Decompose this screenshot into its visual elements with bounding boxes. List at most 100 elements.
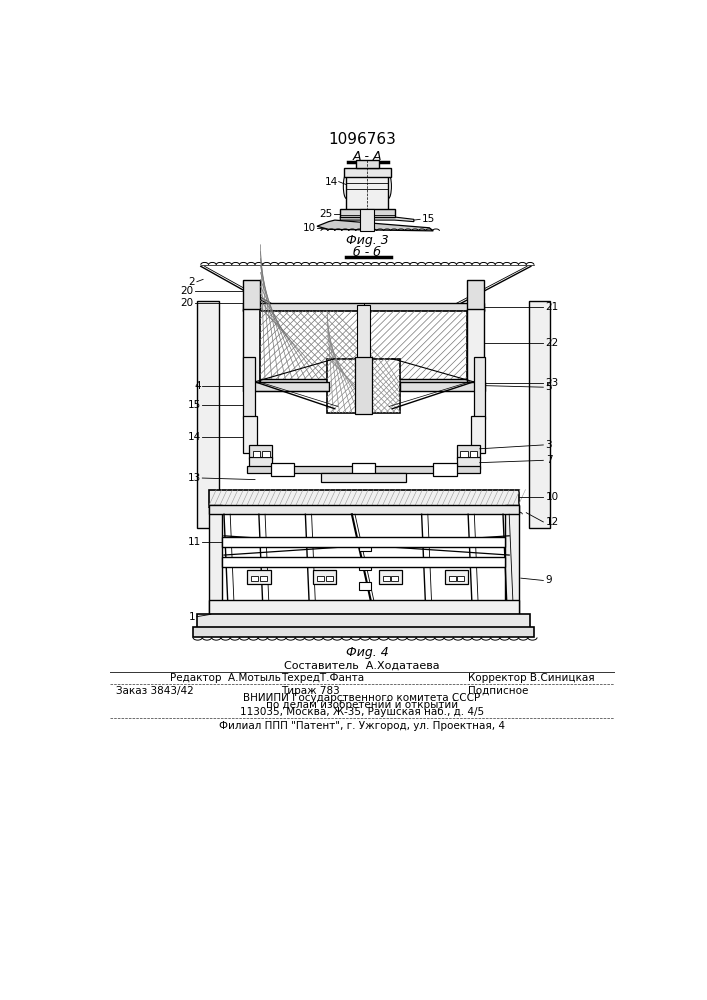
- Bar: [379, 570, 402, 584]
- Bar: [259, 576, 267, 581]
- Text: Редактор  А.Мотыль: Редактор А.Мотыль: [170, 673, 281, 683]
- Bar: [243, 357, 255, 419]
- Text: 10: 10: [303, 223, 315, 233]
- Bar: [359, 582, 371, 590]
- Bar: [209, 600, 518, 614]
- Bar: [325, 576, 332, 581]
- Text: 5: 5: [546, 382, 552, 392]
- Bar: [352, 463, 375, 476]
- Bar: [321, 473, 406, 482]
- Bar: [505, 505, 518, 620]
- Circle shape: [359, 465, 368, 474]
- Bar: [467, 280, 484, 311]
- Bar: [340, 209, 395, 217]
- Bar: [223, 557, 505, 567]
- Text: 20: 20: [181, 298, 194, 308]
- Circle shape: [360, 391, 368, 399]
- Text: 14: 14: [325, 177, 338, 187]
- Bar: [356, 160, 379, 168]
- Polygon shape: [340, 217, 414, 222]
- Bar: [460, 451, 468, 457]
- Bar: [197, 301, 218, 528]
- Text: 15: 15: [187, 400, 201, 410]
- Bar: [313, 570, 337, 584]
- Text: Подписное: Подписное: [468, 686, 529, 696]
- Bar: [260, 311, 467, 382]
- Bar: [355, 357, 372, 414]
- Bar: [243, 280, 260, 311]
- Bar: [271, 463, 293, 476]
- Bar: [197, 614, 530, 628]
- Text: Филиал ППП "Патент", г. Ужгород, ул. Проектная, 4: Филиал ППП "Патент", г. Ужгород, ул. Про…: [219, 721, 505, 731]
- Bar: [467, 309, 484, 382]
- Polygon shape: [317, 220, 433, 231]
- Bar: [262, 451, 270, 457]
- Bar: [193, 627, 534, 637]
- Text: 1096763: 1096763: [328, 132, 396, 147]
- Bar: [529, 301, 550, 528]
- Bar: [252, 451, 260, 457]
- Bar: [472, 416, 485, 453]
- Text: 14: 14: [187, 432, 201, 442]
- Bar: [243, 416, 257, 453]
- Text: 113035, Москва, Ж-35, Раушская наб., д. 4/5: 113035, Москва, Ж-35, Раушская наб., д. …: [240, 707, 484, 717]
- Text: Фиg. 3: Фиg. 3: [346, 234, 389, 247]
- Bar: [243, 303, 484, 311]
- Bar: [469, 451, 477, 457]
- Bar: [457, 445, 480, 459]
- Bar: [317, 576, 324, 581]
- Text: по делам изобретений и открытий: по делам изобретений и открытий: [266, 700, 458, 710]
- Bar: [344, 168, 391, 177]
- Bar: [445, 570, 468, 584]
- Text: 7: 7: [546, 455, 552, 465]
- Text: Фиg. 4: Фиg. 4: [346, 646, 389, 659]
- Bar: [357, 305, 370, 378]
- Bar: [327, 359, 400, 413]
- Bar: [359, 544, 371, 551]
- Text: 12: 12: [546, 517, 559, 527]
- Bar: [251, 576, 258, 581]
- Bar: [247, 466, 480, 473]
- Bar: [383, 576, 390, 581]
- Text: 23: 23: [546, 378, 559, 388]
- Bar: [346, 172, 388, 211]
- Bar: [361, 209, 374, 231]
- Text: 20: 20: [181, 286, 194, 296]
- Bar: [449, 576, 456, 581]
- Text: б - б: б - б: [354, 246, 381, 259]
- Text: 10: 10: [546, 492, 559, 502]
- Bar: [247, 570, 271, 584]
- Text: 3: 3: [546, 440, 552, 450]
- Text: 21: 21: [546, 302, 559, 312]
- Bar: [209, 490, 518, 507]
- Bar: [359, 563, 371, 570]
- Text: 11: 11: [187, 537, 201, 547]
- Bar: [457, 576, 464, 581]
- Text: Составитель  А.Ходатаева: Составитель А.Ходатаева: [284, 660, 440, 670]
- Text: 1: 1: [189, 612, 195, 622]
- Text: A - A: A - A: [353, 150, 382, 163]
- Bar: [474, 357, 485, 419]
- Bar: [209, 505, 223, 620]
- Text: 4: 4: [194, 381, 201, 391]
- Bar: [249, 445, 272, 459]
- Text: 22: 22: [546, 338, 559, 348]
- Bar: [243, 309, 260, 382]
- Bar: [209, 505, 518, 514]
- Bar: [457, 457, 480, 469]
- Bar: [260, 379, 467, 386]
- Bar: [243, 382, 329, 391]
- Text: 2: 2: [189, 277, 195, 287]
- Bar: [223, 537, 505, 547]
- Bar: [392, 576, 398, 581]
- Text: ТехредТ.Фанта: ТехредТ.Фанта: [281, 673, 363, 683]
- Bar: [400, 382, 485, 391]
- Text: Заказ 3843/42: Заказ 3843/42: [115, 686, 193, 696]
- Text: ВНИИПИ Государственного комитета СССР: ВНИИПИ Государственного комитета СССР: [243, 693, 481, 703]
- Text: Корректор В.Синицкая: Корректор В.Синицкая: [468, 673, 595, 683]
- Text: 13: 13: [187, 473, 201, 483]
- Text: 15: 15: [421, 214, 435, 224]
- Text: 25: 25: [320, 209, 332, 219]
- Text: 9: 9: [546, 575, 552, 585]
- Bar: [433, 463, 457, 476]
